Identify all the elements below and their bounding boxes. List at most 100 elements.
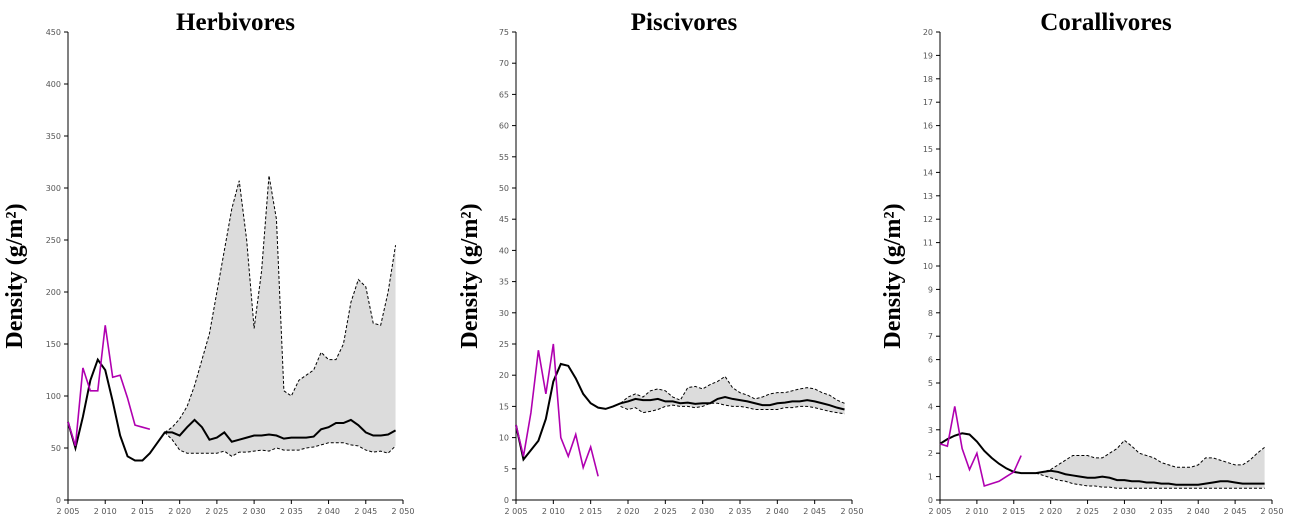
x-tick-label: 2 010: [965, 507, 988, 516]
y-axis-label: Density (g/m²): [880, 203, 906, 348]
x-tick-label: 2 025: [654, 507, 677, 516]
y-axis-label: Density (g/m²): [457, 203, 483, 348]
x-tick-label: 2 050: [1261, 507, 1284, 516]
y-tick-label: 75: [499, 28, 509, 37]
y-tick-label: 0: [928, 496, 933, 505]
y-tick-label: 70: [499, 59, 509, 68]
uncertainty-band: [1035, 440, 1265, 489]
y-tick-label: 250: [46, 236, 61, 245]
x-tick-label: 2 015: [579, 507, 602, 516]
x-tick-label: 2 040: [766, 507, 789, 516]
y-tick-label: 9: [928, 285, 933, 294]
y-tick-label: 45: [499, 215, 509, 224]
x-tick-label: 2 035: [729, 507, 752, 516]
y-tick-label: 8: [928, 309, 933, 318]
y-tick-label: 10: [923, 262, 933, 271]
series-line: [67, 357, 397, 462]
y-tick-label: 1: [928, 473, 933, 482]
x-tick-label: 2 020: [168, 507, 191, 516]
y-tick-label: 50: [499, 184, 509, 193]
series-line: [515, 362, 845, 462]
x-tick-label: 2 010: [542, 507, 565, 516]
series-line: [515, 343, 599, 477]
x-tick-label: 2 050: [841, 507, 864, 516]
panel-title: Piscivores: [631, 9, 738, 36]
y-tick-label: 200: [46, 288, 61, 297]
panel: Herbivores Density (g/m²) 0 50 100 150 200 250 3…: [2, 9, 414, 516]
y-tick-label: 20: [499, 371, 509, 380]
band-lower: [1035, 472, 1265, 489]
x-tick-label: 2 035: [280, 507, 303, 516]
y-tick-label: 100: [46, 392, 61, 401]
y-tick-label: 18: [923, 75, 933, 84]
y-tick-label: 30: [499, 309, 509, 318]
x-tick-label: 2 040: [1187, 507, 1210, 516]
x-tick-label: 2 045: [354, 507, 377, 516]
x-tick-label: 2 045: [1224, 507, 1247, 516]
y-tick-label: 15: [923, 145, 933, 154]
band-upper: [620, 375, 845, 404]
uncertainty-band: [620, 376, 845, 414]
y-tick-label: 15: [499, 402, 509, 411]
x-tick-label: 2 025: [205, 507, 228, 516]
y-tick-label: 20: [923, 28, 933, 37]
series-line: [67, 325, 151, 447]
x-tick-label: 2 030: [243, 507, 266, 516]
y-tick-label: 11: [923, 239, 933, 248]
y-tick-label: 4: [928, 402, 933, 411]
x-tick-label: 2 050: [392, 507, 415, 516]
x-tick-label: 2 015: [131, 507, 154, 516]
x-tick-label: 2 030: [1113, 507, 1136, 516]
y-tick-label: 0: [504, 496, 509, 505]
y-tick-label: 16: [923, 122, 933, 131]
y-tick-label: 150: [46, 340, 61, 349]
y-tick-label: 19: [923, 51, 933, 60]
x-tick-label: 2 005: [57, 507, 80, 516]
x-tick-label: 2 040: [317, 507, 340, 516]
series-line: [939, 406, 1022, 487]
band-lower: [620, 402, 845, 415]
x-tick-label: 2 020: [617, 507, 640, 516]
x-tick-label: 2 030: [691, 507, 714, 516]
band-upper: [164, 175, 397, 433]
x-tick-label: 2 025: [1076, 507, 1099, 516]
y-tick-label: 300: [46, 184, 61, 193]
panel-title: Herbivores: [176, 9, 295, 36]
x-tick-label: 2 010: [94, 507, 117, 516]
y-tick-label: 17: [923, 98, 933, 107]
y-tick-label: 65: [499, 90, 509, 99]
band-upper: [1035, 439, 1265, 474]
y-axis-label: Density (g/m²): [2, 203, 28, 348]
y-tick-label: 25: [499, 340, 509, 349]
y-tick-label: 3: [928, 426, 933, 435]
panel-title: Corallivores: [1040, 9, 1172, 36]
band-lower: [164, 432, 396, 457]
y-tick-label: 5: [928, 379, 933, 388]
x-tick-label: 2 005: [929, 507, 952, 516]
y-tick-label: 7: [928, 332, 933, 341]
x-tick-label: 2 015: [1002, 507, 1025, 516]
y-tick-label: 6: [928, 356, 933, 365]
y-tick-label: 12: [923, 215, 933, 224]
y-tick-label: 400: [46, 80, 61, 89]
panel: Piscivores Density (g/m²) 0 5 10 15 20 25 30 35 40…: [457, 9, 863, 516]
y-tick-label: 10: [499, 434, 509, 443]
x-tick-label: 2 035: [1150, 507, 1173, 516]
y-tick-label: 14: [923, 168, 933, 177]
y-tick-label: 0: [56, 496, 61, 505]
x-tick-label: 2 005: [505, 507, 528, 516]
y-tick-label: 2: [928, 449, 933, 458]
y-tick-label: 60: [499, 122, 509, 131]
y-tick-label: 13: [923, 192, 933, 201]
y-tick-label: 40: [499, 246, 509, 255]
y-tick-label: 35: [499, 278, 509, 287]
series-line: [939, 432, 1265, 486]
y-tick-label: 50: [51, 444, 61, 453]
y-tick-label: 450: [46, 28, 61, 37]
x-tick-label: 2 020: [1039, 507, 1062, 516]
y-tick-label: 55: [499, 153, 509, 162]
y-tick-label: 5: [504, 465, 509, 474]
x-tick-label: 2 045: [803, 507, 826, 516]
